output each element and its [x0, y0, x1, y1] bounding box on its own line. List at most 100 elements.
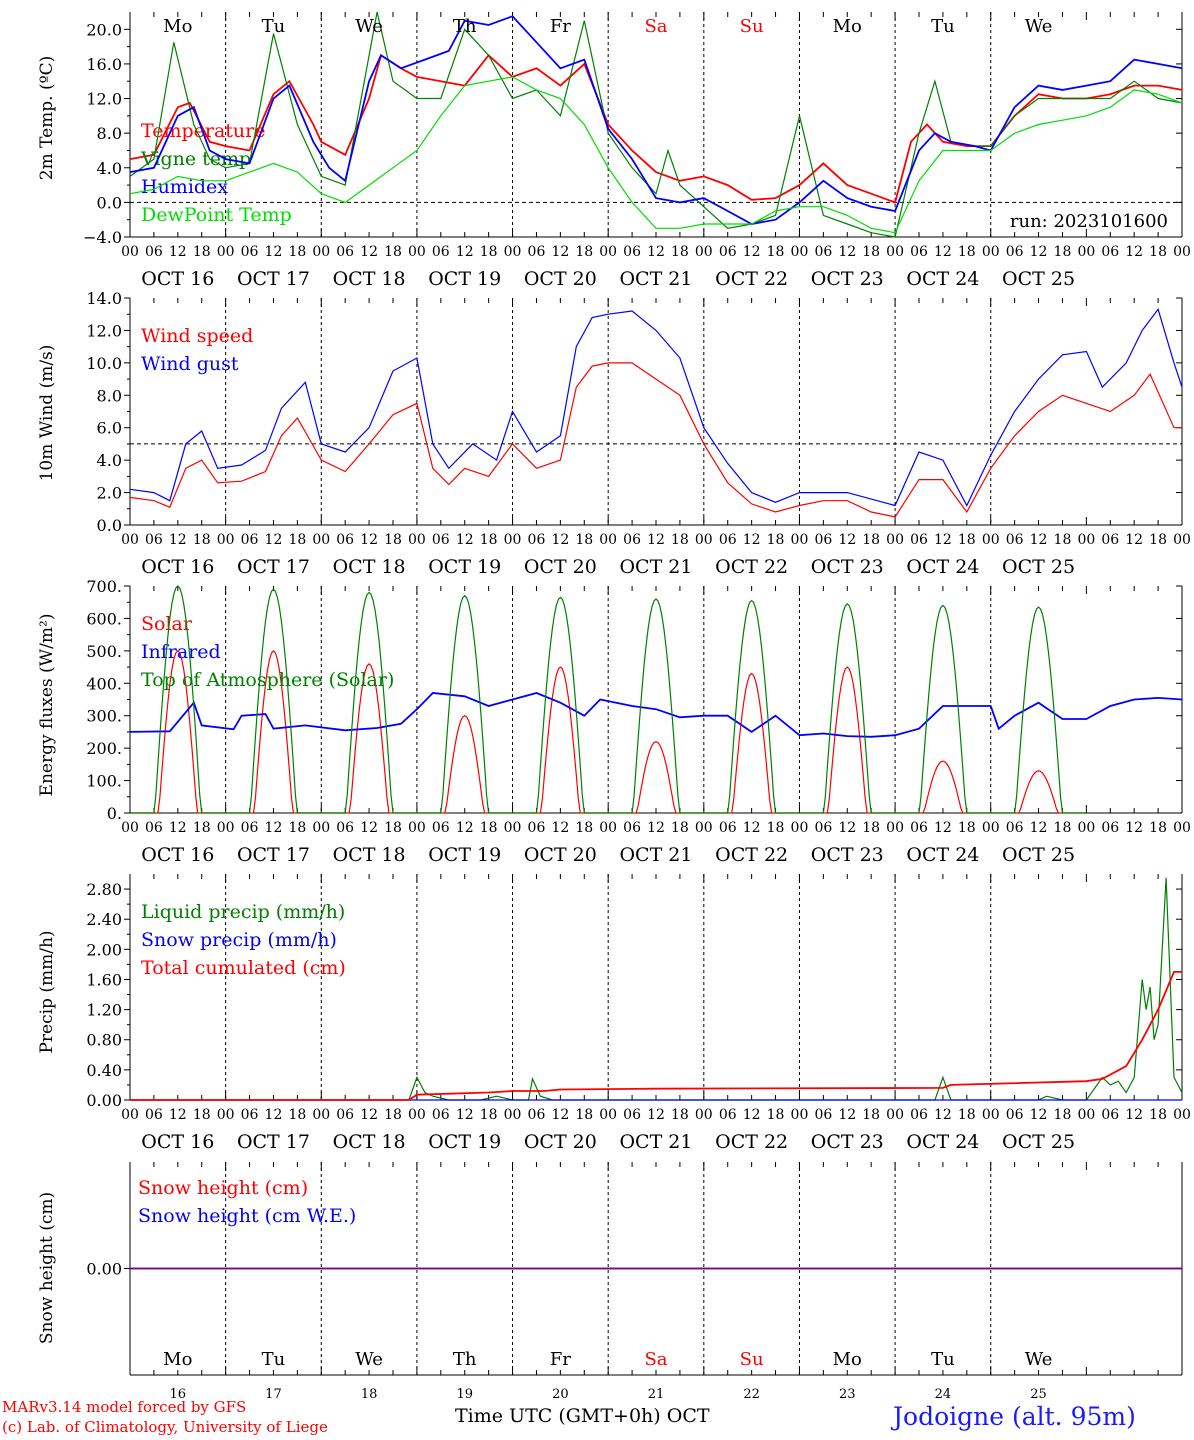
date-label: OCT 25	[1002, 268, 1075, 290]
hour-label: 06	[1101, 532, 1119, 548]
hour-label: 18	[384, 532, 402, 548]
day-number: 23	[839, 1387, 856, 1400]
hour-label: 12	[456, 532, 474, 548]
hour-label: 12	[1125, 532, 1143, 548]
date-label: OCT 21	[619, 1131, 692, 1153]
hour-label: 00	[408, 1107, 426, 1123]
hour-label: 18	[1054, 244, 1072, 260]
legend-cumulated: Total cumulated (cm)	[141, 957, 346, 979]
date-label: OCT 20	[524, 268, 597, 290]
hour-label: 00	[312, 244, 330, 260]
hour-label: 12	[934, 244, 952, 260]
date-label: OCT 16	[141, 1131, 214, 1153]
y-tick-label: 0.00	[86, 1260, 122, 1279]
y-tick-label: 2.00	[86, 940, 122, 959]
series-line-wind_speed	[129, 362, 1182, 518]
weekday-label-bottom: Tu	[931, 1349, 955, 1370]
hour-label: 18	[767, 532, 785, 548]
series-line-wind_gust	[129, 307, 1183, 507]
y-tick-label: 2.0	[97, 484, 122, 503]
series-line-temperature	[129, 53, 1183, 204]
hour-label: 06	[814, 820, 832, 836]
hour-label: 12	[838, 244, 856, 260]
hour-label: 18	[671, 244, 689, 260]
date-label: OCT 18	[333, 844, 406, 866]
date-label: OCT 19	[428, 844, 501, 866]
weekday-label-top: Sa	[644, 16, 667, 37]
hour-label: 06	[623, 820, 641, 836]
hour-label: 18	[575, 244, 593, 260]
hour-label: 18	[958, 244, 976, 260]
hour-label: 06	[1006, 244, 1024, 260]
legend-infrared: Infrared	[141, 641, 221, 663]
day-number: 16	[170, 1387, 187, 1400]
hour-label: 00	[121, 820, 139, 836]
y-tick-label: 2.40	[86, 910, 122, 929]
panel-3: 700. 600. 500. 400. 300. 200. 100. 0. Energy flu…	[37, 577, 1191, 866]
y-tick-label: 200.	[86, 739, 122, 758]
hour-label: 12	[1125, 244, 1143, 260]
date-label: OCT 22	[715, 556, 788, 578]
hour-label: 00	[1077, 244, 1095, 260]
date-label: OCT 24	[906, 556, 979, 578]
hour-label: 00	[982, 1107, 1000, 1123]
day-number: 21	[648, 1387, 665, 1400]
hour-label: 06	[432, 1107, 450, 1123]
hour-label: 12	[838, 532, 856, 548]
hour-label: 18	[384, 1107, 402, 1123]
hour-label: 00	[695, 532, 713, 548]
legend-vigne_temp: Vigne temp	[140, 148, 251, 170]
weekday-label-top: Tu	[931, 16, 955, 37]
hour-label: 06	[1101, 1107, 1119, 1123]
date-label: OCT 17	[237, 844, 310, 866]
legend-dewpoint: DewPoint Temp	[141, 204, 292, 226]
date-label: OCT 18	[333, 268, 406, 290]
hour-label: 06	[1006, 532, 1024, 548]
date-label: OCT 25	[1002, 556, 1075, 578]
y-tick-label: 4.0	[97, 451, 122, 470]
hour-label: 18	[575, 1107, 593, 1123]
hour-label: 00	[886, 1107, 904, 1123]
hour-label: 18	[193, 244, 211, 260]
hour-label: 00	[886, 532, 904, 548]
y-tick-label: 1.20	[86, 1001, 122, 1020]
hour-label: 12	[265, 820, 283, 836]
legend-snow_precip: Snow precip (mm/h)	[141, 929, 337, 951]
date-label: OCT 19	[428, 268, 501, 290]
panel-2: 14.0 12.0 10.0 8.0 6.0 4.0 2.0 0.0 10m Wind (m/s…	[37, 289, 1191, 578]
date-label: OCT 16	[141, 556, 214, 578]
hour-label: 00	[504, 532, 522, 548]
hour-label: 00	[599, 244, 617, 260]
hour-label: 00	[217, 1107, 235, 1123]
hour-label: 06	[1101, 820, 1119, 836]
hour-label: 12	[743, 532, 761, 548]
hour-label: 00	[886, 244, 904, 260]
hour-label: 18	[480, 1107, 498, 1123]
y-tick-label: 8.0	[97, 124, 122, 143]
date-label: OCT 19	[428, 556, 501, 578]
hour-label: 18	[767, 1107, 785, 1123]
hour-label: 12	[456, 820, 474, 836]
hour-label: 18	[193, 532, 211, 548]
date-label: OCT 21	[619, 844, 692, 866]
hour-label: 06	[432, 532, 450, 548]
y-tick-label: 100.	[86, 772, 122, 791]
lab-credit: (c) Lab. of Climatology, University of L…	[2, 1418, 328, 1436]
hour-label: 06	[241, 1107, 259, 1123]
hour-label: 00	[886, 820, 904, 836]
hour-label: 12	[647, 820, 665, 836]
date-label: OCT 23	[811, 268, 884, 290]
day-number: 20	[552, 1387, 569, 1400]
hour-label: 00	[695, 1107, 713, 1123]
hour-label: 12	[551, 820, 569, 836]
series-line-dewpoint	[129, 76, 1183, 234]
hour-label: 18	[767, 820, 785, 836]
legend-liquid: Liquid precip (mm/h)	[141, 901, 345, 923]
hour-label: 18	[862, 244, 880, 260]
hour-label: 18	[575, 532, 593, 548]
date-label: OCT 22	[715, 268, 788, 290]
y-tick-label: 6.0	[97, 419, 122, 438]
hour-label: 12	[1030, 820, 1048, 836]
legend-toa: Top of Atmosphere (Solar)	[141, 669, 394, 691]
y-tick-label: 16.0	[86, 55, 122, 74]
